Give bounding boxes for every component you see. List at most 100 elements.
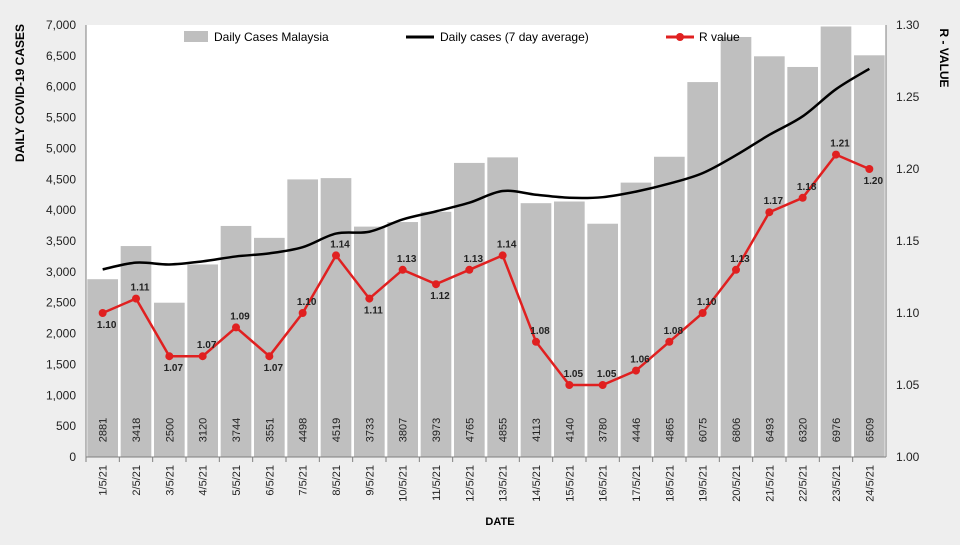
- bar: [487, 157, 518, 457]
- x-tick-label: 11/5/21: [431, 465, 443, 501]
- y2-tick-label: 1.00: [896, 450, 920, 464]
- bar-value-label: 6320: [798, 418, 810, 442]
- x-tick-label: 14/5/21: [531, 465, 543, 502]
- x-tick-label: 9/5/21: [364, 465, 376, 496]
- r-value-label: 1.21: [830, 139, 850, 150]
- bar-value-label: 3418: [131, 418, 143, 442]
- y-tick-label: 7,000: [46, 18, 76, 32]
- bar-value-label: 3973: [431, 418, 443, 442]
- bar: [787, 66, 818, 458]
- y2-tick-label: 1.30: [896, 18, 920, 32]
- r-value-marker: [432, 280, 440, 289]
- r-value-marker: [665, 337, 674, 346]
- legend: Daily Cases Malaysia Daily cases (7 day …: [184, 30, 740, 44]
- bar: [287, 179, 318, 457]
- bar-value-label: 4498: [298, 418, 310, 442]
- x-tick-label: 24/5/21: [864, 465, 876, 502]
- x-tick-label: 4/5/21: [198, 465, 210, 496]
- x-tick-label: 2/5/21: [131, 465, 143, 496]
- bar-value-label: 2500: [164, 418, 176, 442]
- r-value-marker: [698, 309, 707, 317]
- bar: [654, 156, 685, 457]
- bar-value-label: 3744: [231, 418, 243, 442]
- y-tick-label: 5,000: [46, 141, 76, 155]
- legend-label-average: Daily cases (7 day average): [440, 30, 589, 44]
- legend-swatch-bars: [184, 31, 208, 42]
- r-value-label: 1.18: [797, 182, 817, 193]
- bar: [454, 162, 485, 457]
- y2-tick-label: 1.15: [896, 234, 920, 248]
- bar-value-label: 6976: [831, 418, 843, 442]
- r-value-marker: [165, 352, 174, 361]
- y-tick-label: 6,000: [46, 80, 76, 94]
- r-value-marker: [98, 309, 107, 317]
- bar: [154, 302, 185, 457]
- r-value-label: 1.08: [530, 326, 550, 337]
- bar: [120, 246, 152, 457]
- legend-label-r: R value: [699, 30, 740, 44]
- bar-value-label: 4140: [564, 418, 576, 442]
- x-axis-title: DATE: [485, 516, 514, 528]
- x-tick-label: 1/5/21: [98, 465, 110, 496]
- r-value-label: 1.13: [730, 254, 750, 265]
- y2-axis-title: R - VALUE: [937, 28, 951, 87]
- bar: [320, 178, 352, 457]
- bar: [387, 222, 418, 457]
- r-value-marker: [232, 323, 240, 332]
- r-value-marker: [632, 366, 640, 375]
- bar-value-label: 4855: [498, 418, 510, 442]
- y-tick-label: 4,000: [46, 203, 76, 217]
- bar-value-label: 6493: [764, 418, 776, 442]
- r-value-label: 1.13: [397, 254, 417, 265]
- r-value-marker: [198, 352, 207, 361]
- bar: [754, 56, 785, 457]
- y-tick-label: 500: [56, 419, 76, 433]
- y-tick-label: 1,500: [46, 357, 76, 371]
- bar: [520, 203, 552, 457]
- r-value-label: 1.09: [230, 311, 250, 322]
- r-value-label: 1.07: [164, 363, 184, 374]
- x-tick-label: 3/5/21: [164, 465, 176, 496]
- x-tick-label: 16/5/21: [598, 465, 610, 502]
- r-value-marker: [832, 150, 840, 159]
- r-value-label: 1.10: [697, 297, 717, 308]
- bar-value-label: 2881: [98, 418, 110, 442]
- bar-value-label: 4113: [531, 418, 543, 442]
- legend-label-bars: Daily Cases Malaysia: [214, 30, 329, 44]
- bar-value-label: 4446: [631, 418, 643, 442]
- r-value-marker: [532, 337, 540, 346]
- r-value-marker: [465, 265, 474, 274]
- bar-value-label: 6806: [731, 418, 743, 442]
- r-value-label: 1.10: [297, 297, 317, 308]
- bar-value-label: 3807: [398, 418, 410, 442]
- bar-value-label: 4865: [664, 418, 676, 442]
- r-value-label: 1.20: [864, 176, 884, 187]
- y2-tick-label: 1.20: [896, 162, 920, 176]
- x-tick-label: 5/5/21: [231, 465, 243, 496]
- r-value-label: 1.05: [564, 369, 584, 380]
- average-series-line: [102, 67, 870, 271]
- r-value-label: 1.07: [197, 340, 217, 351]
- r-value-marker: [798, 193, 807, 202]
- x-tick-label: 7/5/21: [298, 465, 310, 496]
- bar: [420, 211, 452, 457]
- bar: [587, 223, 618, 457]
- y2-tick-label: 1.25: [896, 90, 920, 104]
- y-tick-label: 2,500: [46, 296, 76, 310]
- y2-tick-label: 1.10: [896, 306, 920, 320]
- x-tick-label: 21/5/21: [764, 465, 776, 502]
- x-tick-label: 22/5/21: [798, 465, 810, 502]
- x-tick-label: 20/5/21: [731, 465, 743, 502]
- r-value-marker: [265, 352, 274, 361]
- bar-value-label: 6509: [864, 418, 876, 442]
- legend-swatch-r-marker: [676, 33, 684, 41]
- r-value-label: 1.06: [630, 355, 650, 366]
- y-tick-label: 3,000: [46, 265, 76, 279]
- r-value-label: 1.10: [97, 320, 117, 331]
- bar-value-label: 3733: [364, 418, 376, 442]
- bar: [187, 264, 218, 457]
- r-value-marker: [365, 294, 374, 303]
- y2-tick-label: 1.05: [896, 378, 920, 392]
- r-value-label: 1.13: [464, 254, 484, 265]
